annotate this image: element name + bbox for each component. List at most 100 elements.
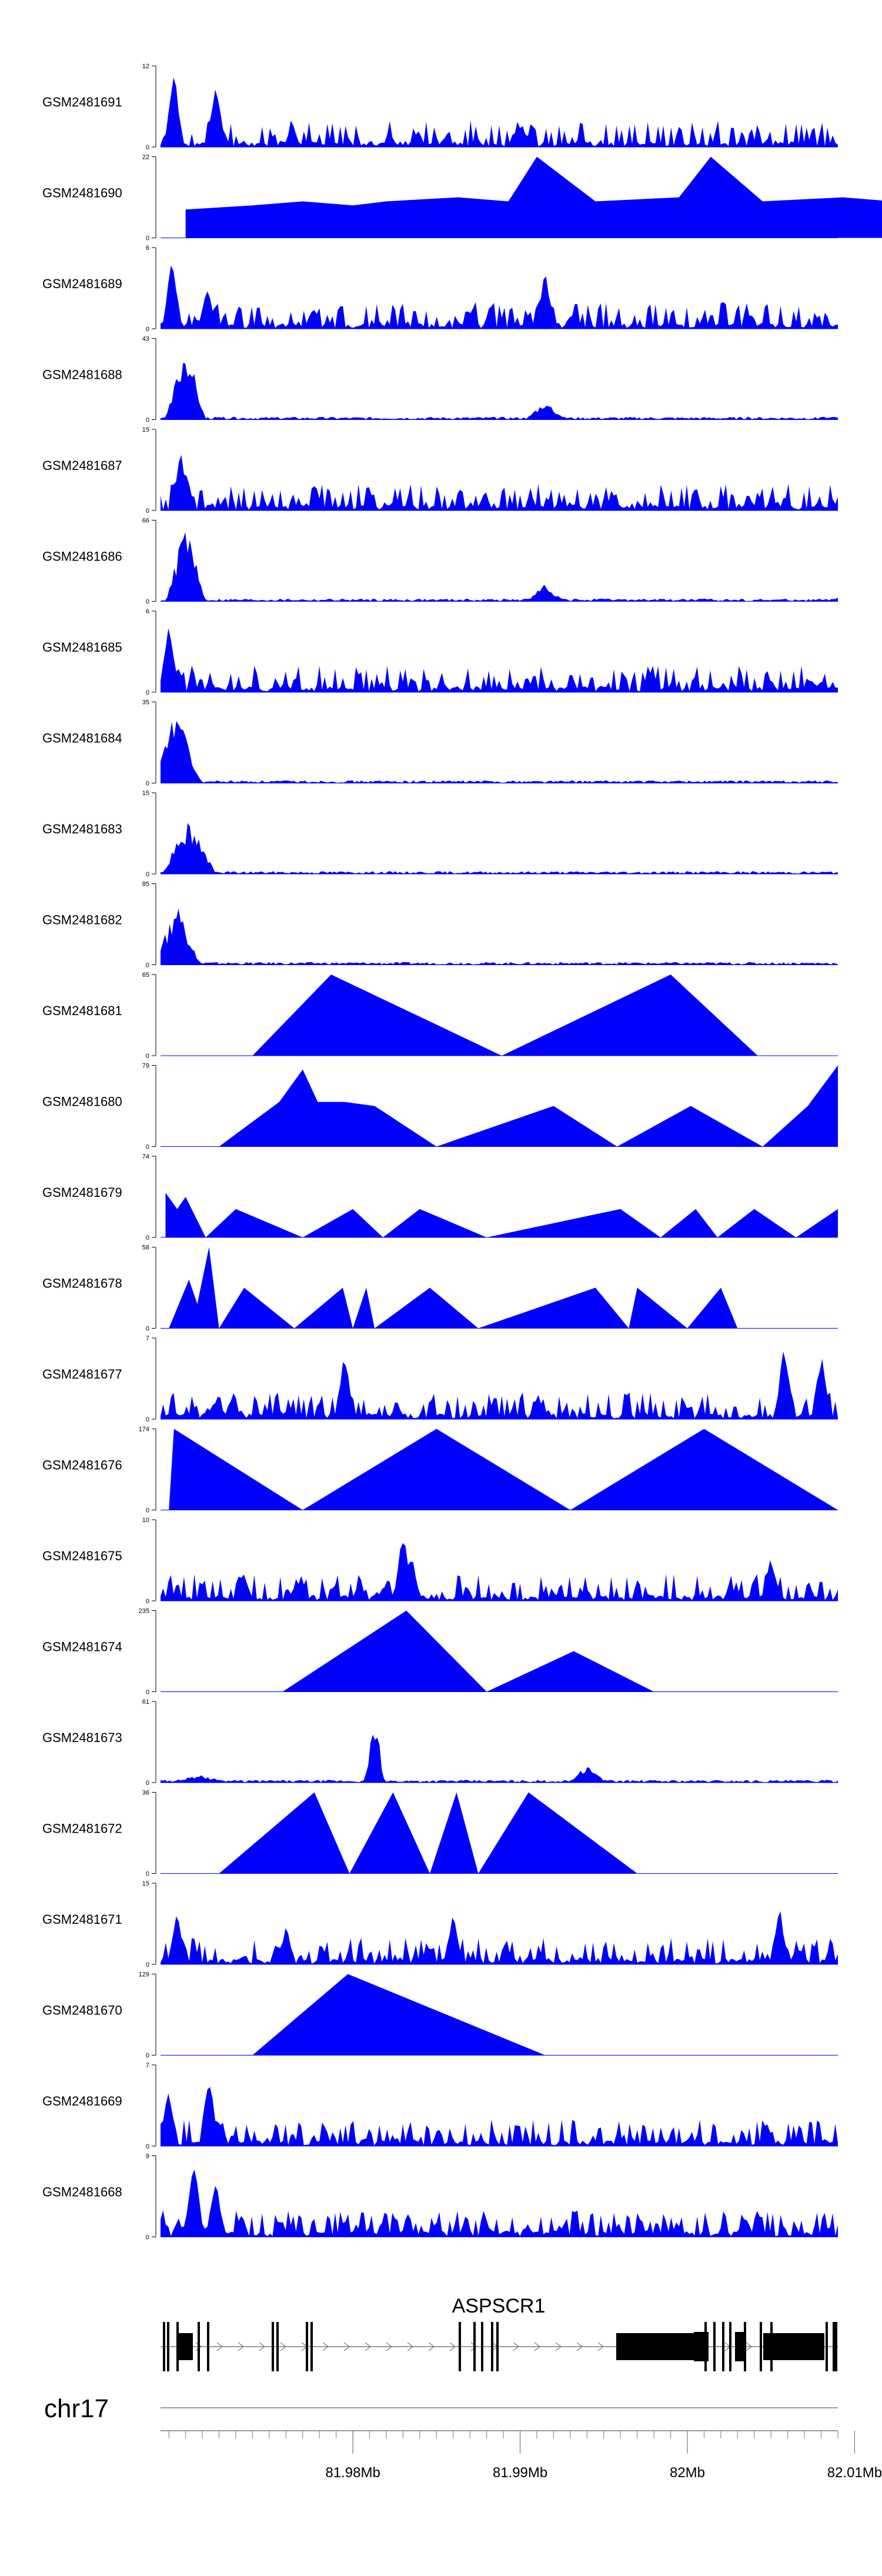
coverage-area — [161, 823, 838, 874]
strand-arrow — [386, 2342, 392, 2351]
y-axis-max-label: 85 — [142, 881, 149, 888]
y-axis-max-label: 43 — [142, 336, 149, 343]
coverage-area — [161, 1911, 838, 1964]
y-axis-zero-label: 0 — [146, 1689, 149, 1696]
y-axis-max-label: 65 — [142, 972, 149, 979]
gene-model-ASPSCR1: ASPSCR1 — [161, 2295, 838, 2371]
y-axis-max-label: 15 — [142, 1880, 149, 1887]
y-axis-zero-label: 0 — [146, 1598, 149, 1605]
strand-arrow — [576, 2342, 583, 2351]
track-label: GSM2481688 — [42, 368, 122, 382]
coverage-area — [161, 77, 838, 147]
y-axis-zero-label: 0 — [146, 417, 149, 424]
exon — [713, 2322, 716, 2371]
y-axis-max-label: 12 — [142, 63, 149, 70]
coverage-area — [161, 2087, 838, 2146]
track-GSM2481669: GSM2481669 7 0 — [42, 2062, 838, 2150]
track-GSM2481680: GSM2481680 79 0 — [42, 1063, 838, 1151]
chromosome-label: chr17 — [44, 2394, 109, 2423]
track-GSM2481674: GSM2481674 235 0 — [42, 1608, 838, 1696]
y-axis-zero-label: 0 — [146, 1234, 149, 1242]
track-GSM2481681: GSM2481681 65 0 — [42, 972, 838, 1060]
y-axis-zero-label: 0 — [146, 508, 149, 515]
strand-arrow — [555, 2342, 562, 2351]
y-axis-max-label: 79 — [142, 1063, 149, 1070]
x-tick-label: 81.99Mb — [493, 2465, 547, 2481]
track-label: GSM2481671 — [42, 1912, 122, 1927]
exon — [163, 2322, 165, 2371]
y-axis-zero-label: 0 — [146, 2143, 149, 2150]
y-axis-zero-label: 0 — [146, 326, 149, 333]
track-label: GSM2481670 — [42, 2003, 122, 2018]
y-axis-max-label: 235 — [139, 1608, 149, 1615]
x-tick-label: 82Mb — [670, 2465, 705, 2481]
y-axis-max-label: 174 — [139, 1426, 149, 1433]
coverage-area — [161, 455, 838, 510]
track-GSM2481691: GSM2481691 12 0 — [42, 63, 838, 151]
coverage-area — [252, 975, 758, 1056]
exon — [729, 2322, 731, 2371]
track-GSM2481687: GSM2481687 15 0 — [42, 426, 838, 515]
y-axis-max-label: 7 — [146, 2062, 149, 2069]
exon — [760, 2322, 762, 2371]
exon — [496, 2322, 499, 2371]
coverage-area — [161, 628, 838, 692]
y-axis-zero-label: 0 — [146, 235, 149, 242]
coverage-area — [252, 1974, 546, 2056]
track-label: GSM2481679 — [42, 1185, 122, 1200]
track-GSM2481675: GSM2481675 10 0 — [42, 1517, 838, 1605]
coding-exon — [763, 2333, 824, 2360]
track-GSM2481682: GSM2481682 85 0 — [42, 881, 838, 969]
strand-arrow — [597, 2342, 604, 2351]
strand-arrow — [343, 2342, 350, 2351]
track-GSM2481683: GSM2481683 15 0 — [42, 790, 838, 878]
coverage-area — [219, 1065, 838, 1147]
coverage-area — [161, 1734, 838, 1783]
exon — [310, 2322, 313, 2371]
y-axis-max-label: 58 — [142, 1244, 149, 1252]
strand-arrow — [428, 2342, 435, 2351]
y-axis-zero-label: 0 — [146, 2234, 149, 2241]
exon — [826, 2322, 828, 2371]
y-axis-max-label: 15 — [142, 790, 149, 797]
y-axis-max-label: 22 — [142, 154, 149, 161]
strand-arrow — [407, 2342, 413, 2351]
y-axis-max-label: 61 — [142, 1699, 149, 1706]
strand-arrow — [216, 2342, 223, 2351]
track-label: GSM2481684 — [42, 731, 122, 746]
track-GSM2481689: GSM2481689 6 0 — [42, 245, 838, 333]
y-axis-max-label: 7 — [146, 1335, 149, 1342]
exon — [167, 2322, 169, 2371]
y-axis-max-label: 10 — [142, 1517, 149, 1524]
track-GSM2481676: GSM2481676 174 0 — [42, 1426, 838, 1514]
y-axis-zero-label: 0 — [146, 1507, 149, 1514]
coverage-area — [161, 265, 838, 329]
exon — [207, 2322, 209, 2371]
track-GSM2481678: GSM2481678 58 0 — [42, 1244, 838, 1333]
track-label: GSM2481675 — [42, 1549, 122, 1563]
y-axis-zero-label: 0 — [146, 1871, 149, 1878]
coding-exon — [735, 2332, 744, 2361]
track-GSM2481688: GSM2481688 43 0 — [42, 336, 838, 424]
track-label: GSM2481669 — [42, 2094, 122, 2108]
track-GSM2481685: GSM2481685 6 0 — [42, 608, 838, 696]
strand-arrow — [746, 2342, 752, 2351]
track-GSM2481677: GSM2481677 7 0 — [42, 1335, 838, 1423]
coding-exon — [694, 2332, 709, 2361]
exon — [481, 2322, 483, 2371]
strand-arrow — [365, 2342, 371, 2351]
coverage-area — [169, 1247, 738, 1329]
x-tick-label: 82.01Mb — [827, 2465, 882, 2481]
y-axis-max-label: 74 — [142, 1153, 149, 1160]
track-GSM2481671: GSM2481671 15 0 — [42, 1880, 838, 1968]
track-label: GSM2481681 — [42, 1003, 122, 1018]
exon — [833, 2322, 835, 2371]
y-axis-zero-label: 0 — [146, 1416, 149, 1423]
track-label: GSM2481687 — [42, 458, 122, 473]
y-axis-zero-label: 0 — [146, 962, 149, 969]
track-GSM2481668: GSM2481668 9 0 — [42, 2153, 838, 2241]
y-axis-zero-label: 0 — [146, 1053, 149, 1060]
track-label: GSM2481691 — [42, 95, 122, 109]
y-axis-max-label: 35 — [142, 699, 149, 706]
y-axis-zero-label: 0 — [146, 599, 149, 606]
